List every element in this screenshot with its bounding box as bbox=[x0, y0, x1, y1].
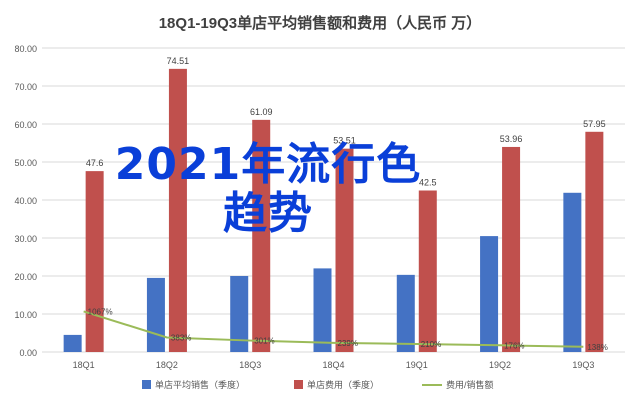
expense-data-label: 61.09 bbox=[250, 107, 273, 117]
y-tick-label: 20.00 bbox=[14, 272, 37, 282]
x-axis-ticks: 18Q1 18Q2 18Q3 18Q4 19Q1 19Q2 19Q3 bbox=[73, 360, 595, 370]
overlay-headline: 2021年流行色 趋势 bbox=[28, 140, 508, 239]
y-axis-ticks: 0.00 10.00 20.00 30.00 40.00 50.00 60.00 70.00 8… bbox=[14, 44, 37, 358]
x-tick-label: 19Q3 bbox=[572, 360, 594, 370]
y-tick-label: 50.00 bbox=[14, 158, 37, 168]
sales-bar bbox=[230, 276, 249, 352]
expense-bar bbox=[168, 68, 187, 352]
legend-swatch bbox=[294, 380, 303, 389]
ratio-data-label: 138% bbox=[587, 343, 607, 352]
x-tick-label: 18Q3 bbox=[239, 360, 261, 370]
y-tick-label: 40.00 bbox=[14, 196, 37, 206]
legend-label: 单店费用（季度） bbox=[307, 379, 379, 390]
ratio-data-label: 176% bbox=[504, 341, 524, 350]
x-tick-label: 18Q2 bbox=[156, 360, 178, 370]
sales-bar bbox=[146, 277, 165, 352]
ratio-data-label: 383% bbox=[171, 333, 191, 342]
y-tick-label: 10.00 bbox=[14, 310, 37, 320]
expense-bar bbox=[585, 131, 604, 352]
legend-label: 费用/销售额 bbox=[446, 379, 494, 390]
y-tick-label: 60.00 bbox=[14, 120, 37, 130]
sales-bar bbox=[313, 268, 332, 352]
gridlines bbox=[42, 47, 625, 353]
ratio-data-label: 210% bbox=[421, 340, 441, 349]
ratio-line bbox=[83, 310, 584, 348]
y-tick-label: 30.00 bbox=[14, 234, 37, 244]
expense-data-label: 74.51 bbox=[167, 56, 190, 66]
ratio-data-label: 239% bbox=[338, 339, 358, 348]
data-labels: 47.6 74.51 61.09 53.51 42.5 53.96 57.95 1067% 38… bbox=[86, 56, 608, 352]
overlay-headline-line2: 趋势 bbox=[223, 188, 313, 240]
expense-data-label: 42.5 bbox=[419, 178, 437, 188]
x-tick-label: 18Q4 bbox=[322, 360, 344, 370]
x-tick-label: 19Q1 bbox=[406, 360, 428, 370]
chart-title: 18Q1-19Q3单店平均销售额和费用（人民币 万） bbox=[159, 14, 482, 32]
expense-bar bbox=[502, 146, 521, 352]
expense-bar bbox=[418, 190, 437, 352]
expense-bar bbox=[252, 119, 271, 352]
expense-bar bbox=[85, 171, 104, 352]
sales-bar bbox=[396, 274, 415, 352]
ratio-series-line bbox=[83, 310, 584, 348]
sales-bar bbox=[480, 236, 499, 352]
expense-data-label: 47.6 bbox=[86, 158, 104, 168]
sales-bar bbox=[63, 334, 82, 352]
ratio-data-label: 1067% bbox=[88, 307, 113, 316]
expense-data-label: 53.51 bbox=[333, 136, 356, 146]
x-tick-label: 19Q2 bbox=[489, 360, 511, 370]
y-tick-label: 0.00 bbox=[19, 348, 37, 358]
ratio-data-label: 301% bbox=[254, 337, 274, 346]
x-tick-label: 18Q1 bbox=[73, 360, 95, 370]
legend-swatch bbox=[142, 380, 151, 389]
expense-data-label: 53.96 bbox=[500, 134, 523, 144]
y-tick-label: 80.00 bbox=[14, 44, 37, 54]
expense-data-label: 57.95 bbox=[583, 119, 606, 129]
legend-label: 单店平均销售（季度） bbox=[155, 379, 245, 390]
expense-bar bbox=[335, 148, 354, 352]
legend: 单店平均销售（季度） 单店费用（季度） 费用/销售额 bbox=[142, 379, 494, 390]
overlay-headline-line1: 2021年流行色 bbox=[114, 139, 422, 190]
bars bbox=[63, 68, 604, 352]
sales-bar bbox=[563, 192, 582, 352]
y-tick-label: 70.00 bbox=[14, 82, 37, 92]
